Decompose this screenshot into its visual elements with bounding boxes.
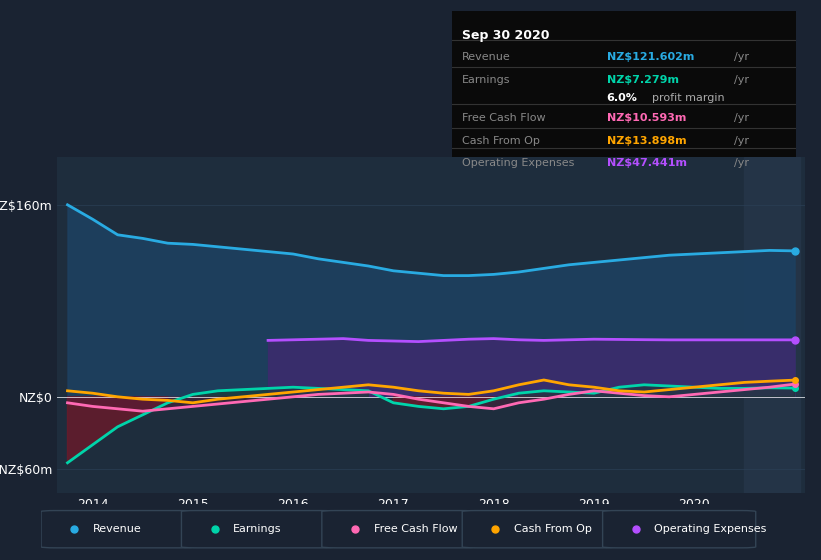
Text: 6.0%: 6.0% [607, 93, 638, 102]
Text: Cash From Op: Cash From Op [514, 524, 592, 534]
Text: NZ$13.898m: NZ$13.898m [607, 137, 686, 146]
Text: NZ$7.279m: NZ$7.279m [607, 75, 679, 85]
Text: Revenue: Revenue [462, 52, 511, 62]
Text: /yr: /yr [734, 158, 750, 168]
Text: profit margin: profit margin [652, 93, 724, 102]
Text: Sep 30 2020: Sep 30 2020 [462, 29, 549, 41]
Text: Earnings: Earnings [462, 75, 511, 85]
Text: /yr: /yr [734, 75, 750, 85]
Text: /yr: /yr [734, 137, 750, 146]
FancyBboxPatch shape [181, 511, 334, 548]
Bar [745, 157, 800, 493]
Text: /yr: /yr [734, 52, 750, 62]
Text: NZ$121.602m: NZ$121.602m [607, 52, 694, 62]
Text: Operating Expenses: Operating Expenses [462, 158, 574, 168]
Text: Free Cash Flow: Free Cash Flow [374, 524, 457, 534]
Text: NZ$10.593m: NZ$10.593m [607, 113, 686, 123]
Text: Revenue: Revenue [93, 524, 141, 534]
Text: NZ$47.441m: NZ$47.441m [607, 158, 686, 168]
FancyBboxPatch shape [603, 511, 755, 548]
Text: /yr: /yr [734, 113, 750, 123]
FancyBboxPatch shape [41, 511, 194, 548]
FancyBboxPatch shape [322, 511, 475, 548]
Text: Cash From Op: Cash From Op [462, 137, 539, 146]
Text: Earnings: Earnings [233, 524, 282, 534]
FancyBboxPatch shape [462, 511, 615, 548]
Text: Free Cash Flow: Free Cash Flow [462, 113, 545, 123]
Text: Operating Expenses: Operating Expenses [654, 524, 767, 534]
